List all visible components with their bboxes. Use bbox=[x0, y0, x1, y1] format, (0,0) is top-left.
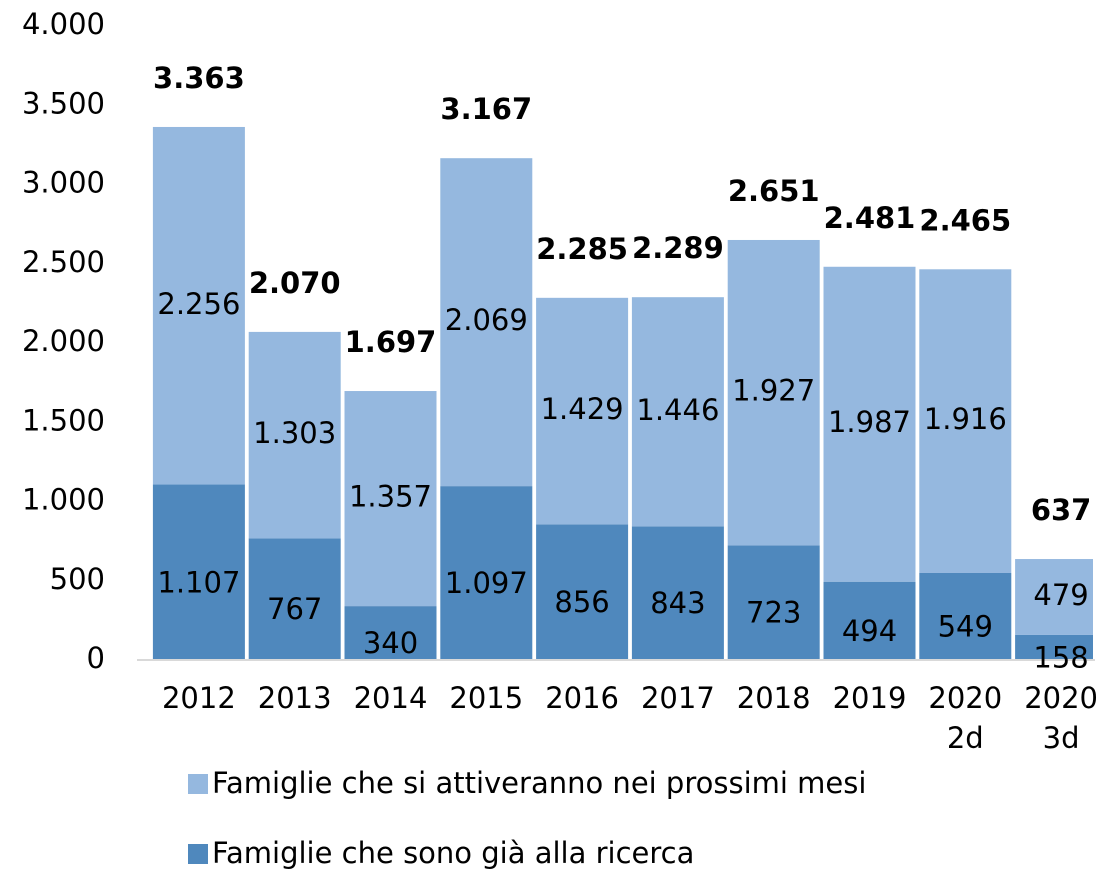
legend-label: Famiglie che si attiveranno nei prossimi… bbox=[212, 766, 866, 800]
value-label: 856 bbox=[554, 585, 609, 619]
bar-segment bbox=[248, 538, 341, 660]
value-label: 1.927 bbox=[732, 374, 815, 408]
y-tick-label: 3.000 bbox=[22, 166, 105, 200]
value-label: 767 bbox=[267, 592, 322, 626]
y-tick-label: 2.500 bbox=[22, 245, 105, 279]
bar-segment bbox=[536, 524, 629, 660]
total-label: 2.285 bbox=[536, 232, 628, 266]
value-label: 2.069 bbox=[445, 303, 528, 337]
x-tick-label: 2020 bbox=[928, 681, 1002, 715]
legend-swatch bbox=[188, 844, 208, 864]
total-label: 1.697 bbox=[345, 325, 437, 359]
value-label: 549 bbox=[938, 609, 993, 643]
x-tick-label: 2015 bbox=[449, 681, 523, 715]
x-tick-label: 2020 bbox=[1024, 681, 1098, 715]
bar-segment bbox=[344, 606, 437, 660]
value-label: 1.107 bbox=[157, 565, 240, 599]
y-tick-label: 1.500 bbox=[22, 403, 105, 437]
x-tick-label: 2017 bbox=[641, 681, 715, 715]
value-label: 723 bbox=[746, 596, 801, 630]
bar-segment bbox=[248, 331, 341, 539]
plot-area bbox=[152, 126, 1093, 660]
value-label: 1.097 bbox=[445, 566, 528, 600]
value-label: 2.256 bbox=[157, 287, 240, 321]
total-label: 3.363 bbox=[153, 61, 245, 95]
total-label: 2.651 bbox=[728, 174, 820, 208]
x-tick-label: 2013 bbox=[258, 681, 332, 715]
x-tick-label: 2016 bbox=[545, 681, 619, 715]
value-label: 158 bbox=[1033, 640, 1088, 674]
x-tick-label: 2d bbox=[947, 721, 984, 755]
y-tick-label: 0 bbox=[87, 641, 105, 675]
x-tick-label: 3d bbox=[1043, 721, 1080, 755]
value-label: 340 bbox=[363, 626, 418, 660]
bar-segment bbox=[152, 126, 245, 485]
y-tick-label: 2.000 bbox=[22, 324, 105, 358]
legend-swatch bbox=[188, 774, 208, 794]
bar-segment bbox=[440, 158, 533, 487]
y-tick-label: 3.500 bbox=[22, 86, 105, 120]
y-tick-label: 1.000 bbox=[22, 483, 105, 517]
value-label: 1.429 bbox=[541, 392, 624, 426]
total-label: 2.465 bbox=[919, 203, 1011, 237]
bar-segment bbox=[344, 391, 437, 607]
bar-segment bbox=[1015, 559, 1093, 635]
y-tick-label: 500 bbox=[50, 562, 105, 596]
x-tick-label: 2018 bbox=[737, 681, 811, 715]
value-label: 843 bbox=[650, 586, 705, 620]
value-label: 1.303 bbox=[253, 416, 336, 450]
total-label: 2.481 bbox=[824, 201, 916, 235]
bar-segment bbox=[631, 297, 724, 527]
bar-segment bbox=[727, 239, 820, 546]
bar-segment bbox=[823, 581, 916, 660]
x-tick-label: 2019 bbox=[833, 681, 907, 715]
bar-segment bbox=[823, 266, 916, 582]
bar-segment bbox=[919, 269, 1012, 573]
bar-segment bbox=[1015, 634, 1093, 660]
bar-segment bbox=[727, 545, 820, 660]
bar-segment bbox=[631, 526, 724, 660]
value-label: 1.916 bbox=[924, 402, 1007, 436]
total-label: 2.289 bbox=[632, 231, 724, 265]
x-tick-label: 2014 bbox=[354, 681, 428, 715]
total-label: 3.167 bbox=[440, 92, 532, 126]
total-label: 2.070 bbox=[249, 266, 341, 300]
value-label: 1.446 bbox=[636, 393, 719, 427]
bar-segment bbox=[440, 486, 533, 660]
x-tick-label: 2012 bbox=[162, 681, 236, 715]
bar-segment bbox=[152, 484, 245, 660]
y-tick-label: 4.000 bbox=[22, 7, 105, 41]
legend-label: Famiglie che sono già alla ricerca bbox=[212, 836, 694, 870]
value-label: 1.987 bbox=[828, 405, 911, 439]
bar-segment bbox=[919, 572, 1012, 660]
value-label: 479 bbox=[1033, 578, 1088, 612]
value-label: 494 bbox=[842, 614, 897, 648]
value-label: 1.357 bbox=[349, 480, 432, 514]
bar-segment bbox=[536, 297, 629, 525]
total-label: 637 bbox=[1031, 493, 1092, 527]
